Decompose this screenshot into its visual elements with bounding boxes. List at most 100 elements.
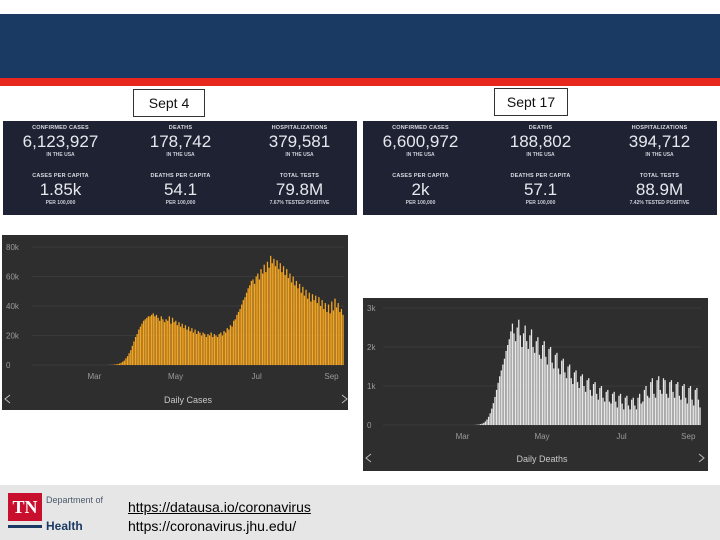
stat-value: 188,802 xyxy=(509,132,572,151)
bar xyxy=(529,335,531,425)
bar xyxy=(578,387,580,425)
bar xyxy=(484,421,487,425)
bar xyxy=(634,405,636,425)
bar xyxy=(188,326,190,365)
stat-value: 1.85k xyxy=(39,180,82,199)
bar xyxy=(300,292,302,365)
bar xyxy=(564,372,566,425)
bar xyxy=(295,280,298,365)
daily-deaths-chart[interactable]: 3k 2k 1k 0 Mar May Jul Sep Daily Deaths xyxy=(363,298,708,471)
bar xyxy=(265,272,267,365)
footer-bar xyxy=(0,485,720,540)
bar xyxy=(627,405,630,425)
bar xyxy=(305,289,307,365)
bar xyxy=(524,325,526,425)
bar xyxy=(155,314,158,365)
bar xyxy=(260,269,262,366)
bar xyxy=(554,354,556,425)
link-jhu[interactable]: https://coronavirus.jhu.edu/ xyxy=(128,518,297,534)
bar xyxy=(534,352,536,425)
bar xyxy=(179,326,182,365)
bar xyxy=(678,395,681,425)
bar xyxy=(618,395,620,425)
stat-label: CASES PER CAPITA xyxy=(392,173,449,179)
stat-value: 88.9M xyxy=(635,180,684,199)
stat-label: HOSPITALIZATIONS xyxy=(271,125,328,131)
bar xyxy=(584,391,587,425)
x-tick-label: Sep xyxy=(324,372,339,381)
bar xyxy=(207,334,209,366)
bar xyxy=(329,313,331,366)
bar xyxy=(125,358,127,365)
stat-confirmed-cases: CONFIRMED CASES 6,600,972 IN THE USA xyxy=(363,125,478,158)
bar xyxy=(672,391,674,425)
stat-value: 57.1 xyxy=(523,180,558,199)
bar xyxy=(500,370,502,425)
chart-title: Daily Deaths xyxy=(516,454,568,464)
stat-value: 6,123,927 xyxy=(22,132,99,151)
stat-value: 379,581 xyxy=(268,132,331,151)
bar xyxy=(543,341,545,425)
bar xyxy=(596,393,598,425)
bar xyxy=(313,300,315,365)
bar xyxy=(255,276,257,365)
bar xyxy=(228,329,230,365)
bar xyxy=(619,393,622,425)
stat-sub: IN THE USA xyxy=(46,152,75,158)
bar xyxy=(650,382,652,425)
stat-sub: 7.67% TESTED POSITIVE xyxy=(269,200,330,206)
x-tick-label: May xyxy=(534,432,549,441)
bar xyxy=(522,333,525,425)
daily-cases-chart[interactable]: 80k 60k 40k 20k 0 Mar May Jul Sep Daily Cases xyxy=(2,235,348,410)
bar xyxy=(621,403,623,425)
bar xyxy=(117,363,119,365)
bar xyxy=(600,386,603,425)
link-datausa[interactable]: https://datausa.io/coronavirus xyxy=(128,499,311,515)
logo-department-text: Department of xyxy=(46,495,104,505)
bar xyxy=(486,419,488,425)
bar xyxy=(624,397,626,425)
x-tick-label: May xyxy=(168,372,183,381)
x-tick-label: Mar xyxy=(88,372,102,381)
bar xyxy=(279,263,281,365)
bar xyxy=(292,276,294,365)
bar xyxy=(613,391,615,425)
bar xyxy=(339,311,341,365)
bar xyxy=(549,347,552,425)
bar xyxy=(183,328,185,366)
bar xyxy=(580,376,582,425)
bar xyxy=(602,397,604,425)
bar xyxy=(694,389,696,425)
stat-sub: IN THE USA xyxy=(406,152,435,158)
bar xyxy=(202,332,204,365)
bar xyxy=(689,386,692,425)
stat-deaths: DEATHS 188,802 IN THE USA xyxy=(483,125,598,158)
bar xyxy=(126,356,129,365)
bar xyxy=(591,395,593,425)
bar xyxy=(492,403,494,425)
stats-panel-left: CONFIRMED CASES 6,123,927 IN THE USA DEA… xyxy=(3,121,357,215)
bar xyxy=(152,313,154,366)
bar xyxy=(513,333,515,425)
bar xyxy=(289,273,291,365)
stat-deaths-per-capita: DEATHS PER CAPITA 54.1 PER 100,000 xyxy=(123,173,238,206)
bar xyxy=(215,335,217,365)
bar xyxy=(494,396,496,425)
y-tick-label: 2k xyxy=(367,343,376,352)
y-tick-label: 1k xyxy=(367,382,376,391)
logo-health-text: Health xyxy=(46,519,83,533)
bar xyxy=(208,335,211,365)
bar xyxy=(249,285,251,365)
bar xyxy=(297,288,299,365)
bar xyxy=(315,295,317,365)
bar xyxy=(623,409,625,425)
bar xyxy=(307,298,309,366)
stat-sub: IN THE USA xyxy=(166,152,195,158)
chevron-left-icon xyxy=(365,453,372,463)
stat-label: TOTAL TESTS xyxy=(279,173,320,179)
bar xyxy=(191,328,193,366)
bar xyxy=(321,300,323,365)
stat-cases-per-capita: CASES PER CAPITA 2k PER 100,000 xyxy=(363,173,478,206)
stat-total-tests: TOTAL TESTS 79.8M 7.67% TESTED POSITIVE xyxy=(242,173,357,206)
bar xyxy=(646,395,649,425)
